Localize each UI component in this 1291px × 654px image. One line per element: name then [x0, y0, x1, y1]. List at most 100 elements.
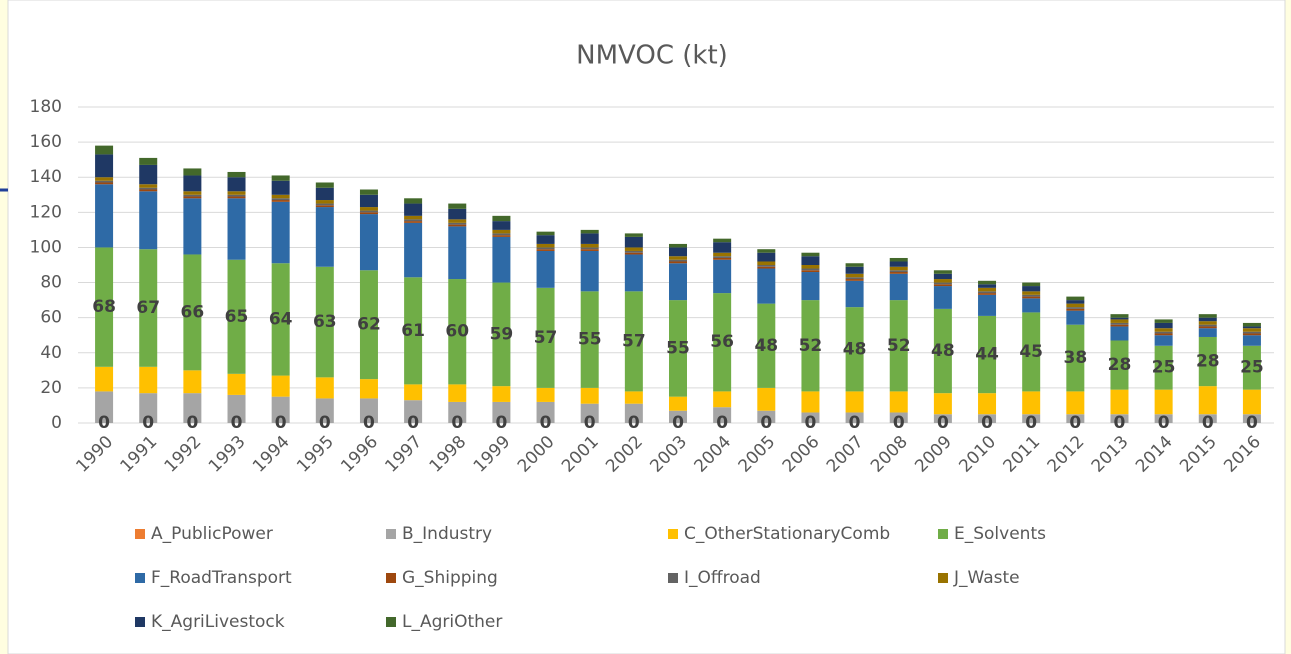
- bar-segment: [227, 191, 246, 195]
- bar-segment: [183, 194, 202, 197]
- bar-segment: [1242, 335, 1261, 346]
- bar-segment: [404, 221, 423, 223]
- bar-segment: [1066, 296, 1085, 301]
- bar-segment: [801, 412, 820, 423]
- legend-swatch: [668, 529, 678, 539]
- bar-segment: [978, 291, 997, 294]
- bar-segment: [1198, 324, 1217, 327]
- bar-segment: [492, 221, 511, 230]
- data-label: 44: [975, 345, 999, 365]
- bar-segment: [801, 256, 820, 265]
- bar-segment: [1022, 414, 1041, 423]
- bar-segment: [757, 268, 776, 304]
- bar-segment: [271, 180, 290, 195]
- bar-segment: [1198, 414, 1217, 423]
- bar-segment: [757, 249, 776, 253]
- bar-segment: [1198, 317, 1217, 322]
- data-label: 0: [981, 413, 993, 433]
- bar-segment: [624, 254, 643, 292]
- bar-segment: [978, 284, 997, 288]
- bar-segment: [933, 270, 952, 274]
- data-label: 25: [1152, 358, 1176, 378]
- bar-segment: [227, 198, 246, 260]
- bar-segment: [315, 398, 334, 423]
- data-label: 38: [1063, 348, 1087, 368]
- data-label: 48: [754, 336, 778, 356]
- bar-segment: [845, 280, 864, 308]
- bar-segment: [359, 189, 378, 195]
- bar-segment: [139, 366, 158, 394]
- bar-segment: [448, 384, 467, 402]
- y-tick-label: 60: [40, 308, 62, 328]
- bar-segment: [1154, 319, 1173, 323]
- bar-segment: [1022, 282, 1041, 287]
- bar-segment: [1066, 391, 1085, 415]
- bar-segment: [757, 252, 776, 262]
- bar-segment: [183, 254, 202, 371]
- data-label: 61: [401, 321, 425, 341]
- data-label: 63: [313, 312, 337, 332]
- data-label: 0: [672, 413, 684, 433]
- data-label: 25: [1240, 358, 1264, 378]
- data-label: 0: [363, 413, 375, 433]
- bar-segment: [315, 205, 334, 208]
- bar-segment: [1022, 391, 1041, 415]
- bar-segment: [271, 375, 290, 397]
- bar-segment: [1110, 319, 1129, 323]
- bar-segment: [139, 191, 158, 250]
- data-label: 0: [893, 413, 905, 433]
- bar-segment: [933, 414, 952, 423]
- bar-segment: [580, 247, 599, 250]
- bar-segment: [889, 270, 908, 273]
- bar-segment: [801, 391, 820, 413]
- bar-segment: [448, 219, 467, 223]
- bar-segment: [536, 249, 555, 251]
- data-label: 57: [622, 331, 646, 351]
- bar-segment: [580, 403, 599, 423]
- bar-segment: [404, 203, 423, 216]
- bar-segment: [669, 259, 687, 262]
- bar-segment: [978, 315, 997, 394]
- bar-segment: [315, 203, 334, 206]
- bar-segment: [1066, 300, 1085, 304]
- bar-segment: [933, 393, 952, 415]
- bar-segment: [624, 291, 643, 392]
- y-tick-label: 0: [51, 413, 62, 433]
- bar-segment: [1198, 326, 1217, 329]
- data-label: 0: [231, 413, 243, 433]
- bar-segment: [845, 273, 864, 278]
- legend-swatch: [938, 529, 948, 539]
- bar-segment: [978, 280, 997, 285]
- data-label: 0: [451, 413, 463, 433]
- data-label: 0: [849, 413, 861, 433]
- bar-segment: [271, 175, 290, 181]
- bar-segment: [845, 263, 864, 267]
- bar-segment: [1242, 333, 1261, 336]
- bar-segment: [757, 387, 776, 411]
- bar-segment: [536, 250, 555, 288]
- y-tick-label: 120: [30, 202, 62, 222]
- bar-segment: [889, 412, 908, 423]
- bar-segment: [580, 249, 599, 251]
- legend-label: K_AgriLivestock: [151, 612, 285, 632]
- bar-segment: [404, 222, 423, 278]
- bar-segment: [757, 410, 776, 423]
- bar-segment: [1242, 326, 1261, 329]
- bar-segment: [1154, 328, 1173, 332]
- bar-segment: [448, 226, 467, 280]
- y-tick-label: 140: [30, 167, 62, 187]
- bar-segment: [1198, 328, 1217, 337]
- bar-segment: [315, 266, 334, 378]
- bar-segment: [1066, 308, 1085, 311]
- data-label: 65: [225, 307, 249, 327]
- bar-segment: [1242, 389, 1261, 415]
- bar-segment: [713, 238, 732, 243]
- bar-segment: [580, 387, 599, 404]
- y-tick-label: 160: [30, 132, 62, 152]
- bar-segment: [536, 231, 555, 236]
- bar-segment: [227, 194, 246, 197]
- bar-segment: [95, 145, 114, 155]
- legend-label: L_AgriOther: [402, 612, 502, 632]
